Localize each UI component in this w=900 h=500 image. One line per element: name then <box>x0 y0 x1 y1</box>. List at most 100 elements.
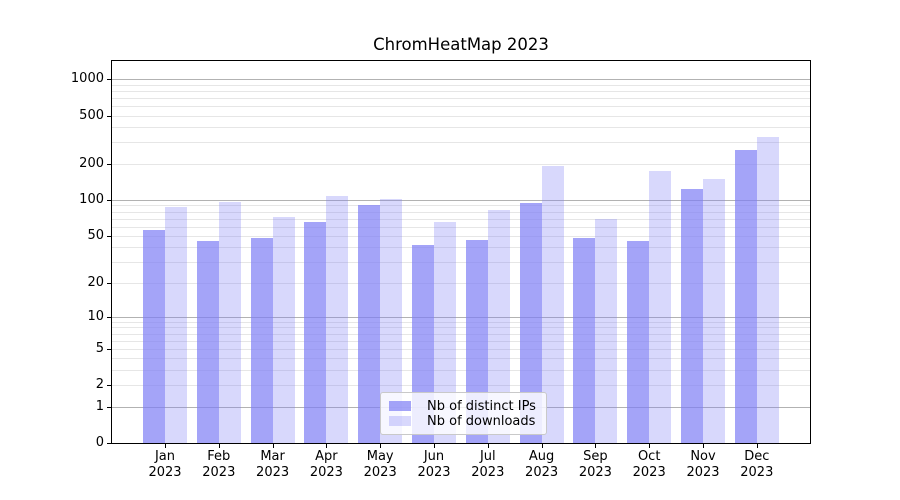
bar-downloads-mar <box>272 217 295 443</box>
x-tick <box>595 443 597 448</box>
y-tick <box>107 282 112 284</box>
y-gridline-minor <box>112 127 810 129</box>
y-tick-label: 100 <box>79 191 104 207</box>
x-tick-label: May 2023 <box>345 449 415 481</box>
bar-distinct-ips-oct <box>627 241 650 443</box>
y-gridline-minor <box>112 235 810 237</box>
bar-distinct-ips-nov <box>681 189 703 443</box>
plot-area: 0 1 2 5 10 20 50 100 200 500 1000 Jan 2023 Feb 2023 Mar… <box>71 60 811 480</box>
bar-distinct-ips-mar <box>250 238 273 443</box>
x-tick-month: Oct <box>637 449 661 464</box>
y-tick-label: 1 <box>95 398 104 414</box>
x-tick-year: 2023 <box>686 465 720 480</box>
x-tick-year: 2023 <box>256 465 290 480</box>
x-tick-month: Mar <box>260 449 285 464</box>
x-tick-label: Jul 2023 <box>453 449 523 481</box>
x-tick-label: Aug 2023 <box>507 449 577 481</box>
x-tick-month: Jul <box>479 449 496 464</box>
y-gridline-minor <box>112 321 810 323</box>
y-tick-label: 500 <box>79 107 104 123</box>
x-tick-label: Jun 2023 <box>399 449 469 481</box>
y-gridline-minor <box>112 247 810 249</box>
x-tick-month: Jan <box>154 449 176 464</box>
bar-distinct-ips-may <box>358 205 381 443</box>
legend-swatch-distinct-ips <box>389 401 411 411</box>
axis-layer: 0 1 2 5 10 20 50 100 200 500 1000 Jan 2023 Feb 2023 Mar… <box>71 61 810 480</box>
legend-label-downloads: Nb of downloads <box>427 413 536 429</box>
y-tick-label: 200 <box>79 155 104 171</box>
x-tick-year: 2023 <box>417 465 451 480</box>
y-gridline-minor <box>112 226 810 228</box>
x-tick-year: 2023 <box>578 465 612 480</box>
y-tick <box>107 163 112 165</box>
bar-distinct-ips-apr <box>304 222 327 443</box>
x-tick-year: 2023 <box>525 465 559 480</box>
y-gridline-minor <box>112 327 810 329</box>
bar-downloads-dec <box>756 137 779 443</box>
x-tick <box>487 443 489 448</box>
bar-downloads-aug <box>541 166 564 443</box>
y-tick <box>107 79 112 81</box>
x-tick-label: Feb 2023 <box>184 449 254 481</box>
bar-downloads-apr <box>326 196 349 443</box>
bar-downloads-jun <box>434 222 456 443</box>
y-gridline-minor <box>112 163 810 165</box>
bar-distinct-ips-dec <box>734 149 757 443</box>
y-gridline-major <box>112 199 810 201</box>
y-gridline-minor <box>112 370 810 371</box>
x-tick-label: Dec 2023 <box>722 449 792 481</box>
legend: Nb of distinct IPs Nb of downloads <box>380 392 547 435</box>
x-tick-year: 2023 <box>363 465 397 480</box>
y-tick <box>107 348 112 350</box>
bar-distinct-ips-jan <box>143 230 165 443</box>
legend-item-distinct-ips: Nb of distinct IPs <box>389 399 538 414</box>
x-tick-label: Jan 2023 <box>130 449 200 481</box>
x-tick-month: Apr <box>315 449 338 464</box>
x-tick <box>703 443 704 448</box>
bar-downloads-jan <box>165 206 187 443</box>
legend-swatch-downloads <box>389 416 411 426</box>
y-gridline-major <box>112 316 810 318</box>
bar-downloads-nov <box>703 178 725 443</box>
y-gridline-minor <box>112 106 810 107</box>
x-tick-month: Dec <box>744 449 770 464</box>
y-tick-label: 1000 <box>70 71 104 87</box>
x-tick-year: 2023 <box>471 465 505 480</box>
x-tick-label: Oct 2023 <box>614 449 684 481</box>
y-gridline-minor <box>112 333 810 335</box>
bar-downloads-oct <box>649 170 672 443</box>
bar-downloads-feb <box>218 202 241 443</box>
y-gridline-minor <box>112 142 810 144</box>
x-tick-month: Aug <box>528 449 555 464</box>
x-tick-month: Nov <box>690 449 716 464</box>
x-tick-month: Feb <box>207 449 231 464</box>
x-tick <box>649 443 651 448</box>
bar-distinct-ips-feb <box>196 241 219 443</box>
x-tick <box>541 443 543 448</box>
y-tick <box>107 235 112 237</box>
y-gridline-minor <box>112 205 810 207</box>
x-tick <box>165 443 166 448</box>
bar-downloads-jul <box>487 209 510 443</box>
y-tick <box>107 443 112 444</box>
y-gridline-minor <box>112 340 810 342</box>
y-tick <box>107 115 112 117</box>
x-tick-year: 2023 <box>632 465 666 480</box>
y-gridline-minor <box>112 348 810 350</box>
y-tick-label: 2 <box>95 377 104 393</box>
y-tick <box>107 199 112 201</box>
chart-title: ChromHeatMap 2023 <box>373 35 549 54</box>
y-gridline-minor <box>112 385 810 387</box>
y-tick <box>107 316 112 318</box>
y-tick-label: 5 <box>95 340 104 356</box>
y-tick-label: 0 <box>95 435 104 450</box>
x-tick-label: Mar 2023 <box>238 449 308 481</box>
y-gridline-major <box>112 79 810 81</box>
x-tick <box>434 443 435 448</box>
x-tick-year: 2023 <box>740 465 774 480</box>
x-tick <box>326 443 328 448</box>
y-gridline-minor <box>112 97 810 99</box>
x-tick-year: 2023 <box>148 465 182 480</box>
y-tick <box>107 406 112 408</box>
